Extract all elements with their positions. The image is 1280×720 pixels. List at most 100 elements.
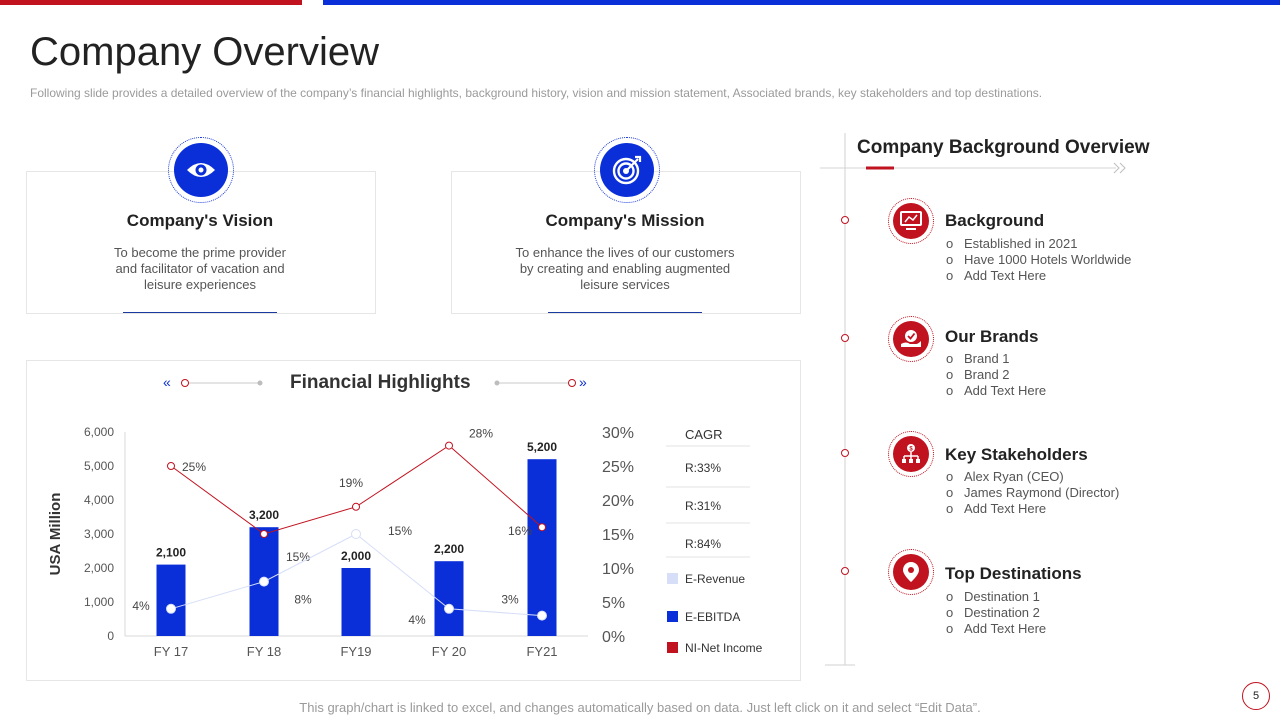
point-revenue [351, 529, 361, 539]
legend-swatch [667, 611, 678, 622]
target-icon [612, 155, 642, 185]
legend-label: NI-Net Income [685, 641, 763, 655]
y-tick-label: 4,000 [84, 493, 114, 507]
org-chart-icon: $ [902, 444, 920, 463]
destinations-icon-badge [888, 549, 934, 595]
y2-tick-label: 25% [602, 459, 634, 476]
x-tick-label: FY 20 [432, 644, 466, 659]
bar-ebitda [156, 564, 186, 636]
cagr-value: R:33% [685, 461, 721, 475]
list-item: o Established in 2021 [946, 236, 1078, 251]
y-tick-label: 3,000 [84, 527, 114, 541]
point-net-income [445, 441, 453, 450]
section-destinations-list: o Destination 1 o Destination 2 o Add Text … [946, 589, 1046, 637]
bar-value-label: 3,200 [249, 508, 279, 522]
bar-ebitda [341, 568, 371, 636]
bar-value-label: 5,200 [527, 440, 557, 454]
section-background-list: o Established in 2021 o Have 1000 Hotels W… [946, 236, 1131, 284]
mission-icon-badge [594, 137, 660, 203]
y-tick-label: 2,000 [84, 561, 114, 575]
vision-text: To become the prime provider and facilit… [114, 245, 286, 292]
background-overview-title: Company Background Overview [857, 137, 1150, 158]
point-label-revenue: 3% [501, 593, 519, 607]
mission-text: To enhance the lives of our customers by… [515, 245, 735, 292]
x-tick-label: FY 17 [154, 644, 188, 659]
brands-icon-badge [888, 316, 934, 362]
point-label-revenue: 4% [408, 613, 426, 627]
legend-swatch [667, 573, 678, 584]
bar-ebitda [434, 561, 464, 636]
list-item: o Brand 1 [946, 351, 1010, 366]
mission-underline [548, 312, 702, 313]
page-title: Company Overview [30, 30, 380, 74]
list-item: o Destination 1 [946, 589, 1040, 604]
background-timeline [820, 133, 1126, 666]
svg-text:$: $ [909, 447, 913, 453]
list-item: o Have 1000 Hotels Worldwide [946, 252, 1132, 267]
y2-tick-label: 20% [602, 493, 634, 510]
point-net-income [260, 530, 268, 538]
x-tick-label: FY 18 [247, 644, 281, 659]
y2-tick-label: 5% [602, 595, 625, 612]
point-net-income [538, 523, 546, 532]
financial-chart: 6,000 5,000 4,000 3,000 2,000 1,000 0 30% 25% 20%… [47, 425, 763, 659]
section-destinations-title: Top Destinations [945, 564, 1082, 583]
point-revenue [259, 576, 269, 587]
point-label-net-income: 16% [508, 524, 532, 538]
section-stakeholders-title: Key Stakeholders [945, 445, 1088, 464]
list-item: o Add Text Here [946, 621, 1047, 636]
y2-tick-label: 15% [602, 527, 634, 544]
monitor-icon [900, 211, 922, 230]
point-label-net-income: 25% [182, 460, 206, 474]
background-icon-badge [888, 198, 934, 244]
financial-title: Financial Highlights [290, 372, 471, 393]
top-blue-bar [323, 0, 1280, 5]
point-label-net-income: 28% [469, 427, 493, 441]
x-tick-label: FY21 [526, 644, 557, 659]
point-net-income [167, 462, 175, 470]
section-brands-title: Our Brands [945, 327, 1039, 346]
point-label-revenue: 15% [388, 524, 412, 538]
y-axis-title: USA Million [47, 493, 64, 576]
list-item: o Add Text Here [946, 501, 1047, 516]
y2-tick-label: 0% [602, 629, 625, 646]
y-tick-label: 5,000 [84, 459, 114, 473]
page-subtitle: Following slide provides a detailed over… [30, 86, 1043, 100]
eye-icon [187, 163, 215, 177]
point-label-revenue: 8% [294, 593, 312, 607]
vision-icon-badge [168, 137, 234, 203]
list-item: o James Raymond (Director) [946, 485, 1120, 500]
financial-card [26, 360, 801, 681]
mission-title: Company's Mission [545, 211, 705, 230]
point-revenue [444, 603, 454, 614]
point-label-revenue: 4% [132, 599, 150, 613]
list-item: o Add Text Here [946, 383, 1047, 398]
list-item: o Alex Ryan (CEO) [946, 469, 1064, 484]
point-net-income [352, 502, 360, 511]
y-tick-label: 0 [107, 629, 114, 643]
y2-tick-label: 10% [602, 561, 634, 578]
svg-text:»: » [579, 374, 587, 390]
y2-tick-label: 30% [602, 425, 634, 442]
list-item: o Brand 2 [946, 367, 1010, 382]
legend-label: E-EBITDA [685, 610, 740, 624]
top-red-bar [0, 0, 302, 5]
x-tick-label: FY19 [340, 644, 371, 659]
svg-text:«: « [163, 374, 171, 390]
page-number: 5 [1242, 682, 1270, 710]
vision-title: Company's Vision [126, 211, 274, 230]
bar-value-label: 2,000 [341, 549, 371, 563]
y-tick-label: 6,000 [84, 425, 114, 439]
footer-note: This graph/chart is linked to excel, and… [299, 700, 981, 715]
section-background-title: Background [945, 211, 1045, 230]
hand-badge-icon [901, 330, 921, 347]
point-revenue [537, 610, 547, 621]
location-pin-icon [903, 562, 919, 582]
stakeholders-icon-badge: $ [888, 431, 934, 477]
section-brands-list: o Brand 1 o Brand 2 o Add Text Here [946, 351, 1046, 399]
financial-left-decoration: « [163, 374, 263, 390]
list-item: o Add Text Here [946, 268, 1047, 283]
list-item: o Destination 2 [946, 605, 1040, 620]
cagr-value: R:84% [685, 537, 721, 551]
cagr-header: CAGR [685, 427, 723, 442]
